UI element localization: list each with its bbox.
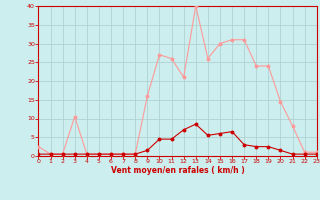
X-axis label: Vent moyen/en rafales ( km/h ): Vent moyen/en rafales ( km/h ) bbox=[111, 166, 244, 175]
